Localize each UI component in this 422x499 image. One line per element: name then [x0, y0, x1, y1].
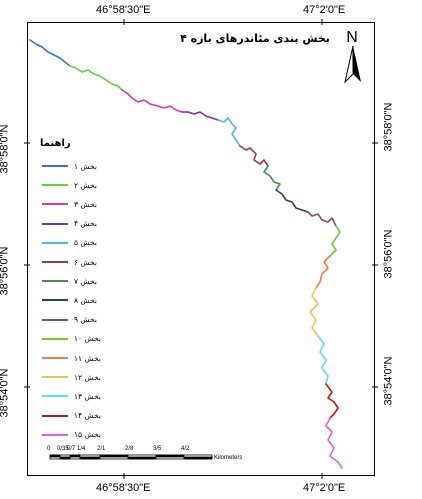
legend-swatch	[42, 165, 68, 167]
legend-swatch	[42, 357, 68, 359]
legend-label: بخش ۱	[74, 161, 97, 171]
legend-swatch	[42, 299, 68, 302]
legend-swatch	[42, 184, 68, 187]
coord-top-right: 47°2'0"E	[303, 4, 346, 16]
coord-bottom-left: 46°58'30"E	[96, 482, 151, 494]
legend-swatch	[42, 280, 68, 283]
river-segment-11	[315, 255, 331, 289]
legend-item: بخش ۱۴	[42, 409, 101, 423]
river-segment-2	[69, 65, 123, 91]
river-segment-13	[317, 335, 329, 385]
river-segment-9	[307, 211, 337, 227]
legend-item: بخش ۲	[42, 178, 97, 192]
scale-tick-label: 1/4	[77, 446, 86, 452]
map-title: بخش بندی مئاندرهای بازه ۴	[180, 32, 330, 45]
map-frame	[27, 22, 375, 476]
legend-swatch	[42, 241, 68, 244]
north-label: N	[346, 29, 358, 46]
river-segment-3	[121, 89, 183, 113]
legend-item: بخش ۱۰	[42, 332, 101, 346]
legend-label: بخش ۱۲	[74, 372, 101, 382]
legend-label: بخش ۲	[74, 180, 97, 190]
legend-label: بخش ۱۰	[74, 334, 101, 344]
legend-label: بخش ۴	[74, 219, 97, 229]
river-segment-14	[325, 383, 339, 419]
legend-label: بخش ۱۵	[74, 430, 101, 440]
legend-swatch	[42, 222, 68, 225]
scale-tick-label: 0/35	[57, 446, 69, 452]
legend-label: بخش ۱۳	[74, 391, 101, 401]
river-segment-4	[181, 111, 219, 121]
legend-swatch	[42, 261, 68, 263]
river-segment-10	[329, 225, 341, 257]
river-segment-12	[309, 287, 319, 337]
legend-label: بخش ۶	[74, 257, 97, 267]
river-segment-1	[29, 39, 71, 67]
legend-label: بخش ۱۱	[74, 353, 101, 363]
legend-item: بخش ۸	[42, 293, 97, 307]
scale-tick-label: 2/1	[97, 446, 106, 452]
legend-item: بخش ۱۱	[42, 351, 101, 365]
legend-label: بخش ۱۴	[74, 411, 101, 421]
scale-tick-label: 0/7	[67, 446, 76, 452]
coord-bottom-right: 47°2'0"E	[303, 482, 346, 494]
river-segment-8	[275, 189, 309, 213]
legend-item: بخش ۳	[42, 197, 97, 211]
legend-swatch	[42, 433, 68, 436]
river-segment-7	[263, 165, 281, 191]
north-arrow-icon: N	[344, 29, 361, 84]
river-segment-6	[239, 145, 269, 167]
legend-item: بخش ۷	[42, 274, 97, 288]
legend-label: بخش ۷	[74, 276, 97, 286]
legend-label: بخش ۵	[74, 238, 97, 248]
legend-item: بخش ۵	[42, 236, 97, 250]
legend-item: بخش ۱۵	[42, 428, 101, 442]
legend-swatch	[42, 337, 68, 340]
legend-swatch	[42, 395, 68, 398]
scale-tick-label: 4/2	[181, 446, 190, 452]
legend-title: راهنما	[40, 138, 71, 149]
legend-item: بخش ۱۳	[42, 389, 101, 403]
scale-unit: Kilometers	[214, 455, 243, 461]
legend-swatch	[42, 203, 68, 206]
legend-label: بخش ۹	[74, 315, 97, 325]
river-segment-5	[217, 117, 241, 147]
legend-swatch	[42, 414, 68, 417]
legend-item: بخش ۱	[42, 159, 97, 173]
legend-swatch	[42, 318, 68, 321]
legend-item: بخش ۴	[42, 217, 97, 231]
legend-item: بخش ۱۲	[42, 370, 101, 384]
legend-label: بخش ۳	[74, 199, 97, 209]
coord-top-left: 46°58'30"E	[96, 4, 151, 16]
scale-tick-label: 3/5	[153, 446, 162, 452]
legend-swatch	[42, 376, 68, 379]
legend-item: بخش ۶	[42, 255, 97, 269]
legend-item: بخش ۹	[42, 313, 97, 327]
legend-label: بخش ۸	[74, 295, 97, 305]
scale-tick-label: 0	[47, 446, 51, 452]
scale-tick-label: 2/8	[125, 446, 134, 452]
river-segment-15	[325, 417, 343, 469]
